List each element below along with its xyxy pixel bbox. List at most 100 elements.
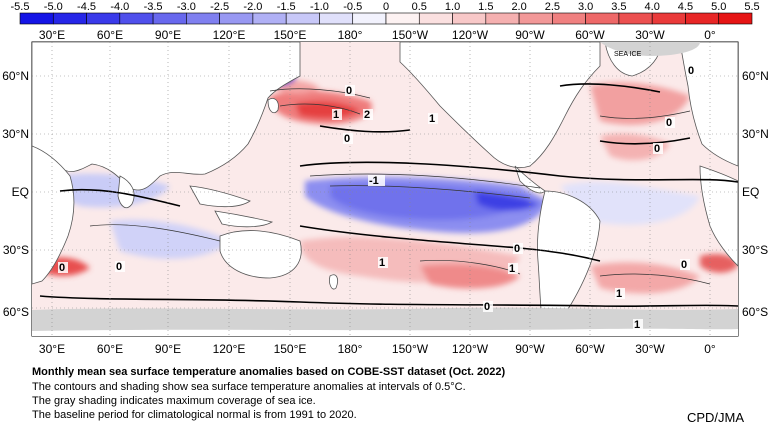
latitude-label-left: 30°N bbox=[2, 127, 29, 141]
contour-label: 1 bbox=[509, 263, 515, 275]
contour-label: 1 bbox=[333, 109, 339, 121]
colorbar-tick-label: -1.0 bbox=[310, 1, 329, 13]
credit-label: CPD/JMA bbox=[686, 410, 744, 425]
caption-title: Monthly mean sea surface temperature ano… bbox=[32, 366, 506, 378]
colorbar-tick-label: -2.0 bbox=[243, 1, 262, 13]
colorbar-tick-label: 4.0 bbox=[645, 1, 660, 13]
contour-label: 2 bbox=[364, 109, 370, 121]
latitude-label-right: 60°S bbox=[742, 305, 768, 319]
contour-label: 0 bbox=[654, 143, 660, 155]
longitude-label-bottom: 150°W bbox=[392, 342, 429, 356]
longitude-label-top: 120°W bbox=[452, 28, 489, 42]
longitude-label-bottom: 180° bbox=[338, 342, 363, 356]
colorbar-box bbox=[385, 12, 420, 25]
colorbar-tick-label: -1.5 bbox=[277, 1, 296, 13]
colorbar-tick-label: -3.5 bbox=[144, 1, 163, 13]
colorbar-box bbox=[651, 12, 686, 25]
colorbar-box bbox=[518, 12, 553, 25]
colorbar-tick-label: 0.5 bbox=[412, 1, 427, 13]
sea-ice-label: SEA ICE bbox=[614, 51, 642, 58]
colorbar-tick-label: -5.0 bbox=[44, 1, 63, 13]
color-scale-bar: -5.5 -5.0 -4.5 -4.0 -3.5 -3.0 -2.5 -2.0 -1.5 -1.0… bbox=[11, 1, 760, 25]
colorbar-box bbox=[19, 12, 54, 25]
colorbar-box bbox=[452, 12, 487, 25]
caption-line-2: The gray shading indicates maximum cover… bbox=[32, 395, 316, 407]
colorbar-box bbox=[585, 12, 620, 25]
sea-ice-shading bbox=[32, 307, 738, 336]
colorbar-tick-label: -4.5 bbox=[77, 1, 96, 13]
colorbar-tick-label: 1.0 bbox=[445, 1, 460, 13]
contour-label: 0 bbox=[681, 259, 687, 271]
colorbar-box bbox=[552, 12, 586, 25]
colorbar-box bbox=[418, 12, 453, 25]
contour-label: 0 bbox=[484, 301, 490, 313]
colorbar-box bbox=[52, 12, 87, 25]
contour-label: 0 bbox=[344, 133, 350, 145]
longitude-label-top: 30°E bbox=[39, 28, 65, 42]
colorbar-box bbox=[718, 12, 753, 25]
colorbar-box bbox=[219, 12, 254, 25]
colorbar-tick-label: 4.5 bbox=[678, 1, 693, 13]
latitude-label-right: 30°S bbox=[742, 243, 768, 257]
colorbar-box bbox=[252, 12, 287, 25]
longitude-label-top: 150°E bbox=[274, 28, 307, 42]
longitude-label-bottom: 60°W bbox=[575, 342, 605, 356]
contour-label: -1 bbox=[369, 175, 379, 187]
colorbar-box bbox=[485, 12, 520, 25]
colorbar-tick-label: 2.0 bbox=[511, 1, 526, 13]
colorbar-box bbox=[285, 12, 320, 25]
longitude-label-bottom: 90°W bbox=[515, 342, 545, 356]
contour-label: 1 bbox=[379, 257, 385, 269]
thin-contours bbox=[89, 88, 711, 285]
contour-label: 0 bbox=[116, 261, 122, 273]
caption-line-3: The baseline period for climatological n… bbox=[32, 409, 357, 421]
latitude-label-right: 30°N bbox=[742, 127, 769, 141]
colorbar-box bbox=[618, 12, 653, 25]
longitude-label-bottom: 30°E bbox=[39, 342, 65, 356]
latitude-label-left: EQ bbox=[12, 185, 29, 199]
longitude-label-top: 0° bbox=[704, 28, 716, 42]
longitude-label-top: 60°E bbox=[97, 28, 123, 42]
longitude-label-top: 180° bbox=[338, 28, 363, 42]
longitude-label-top: 60°W bbox=[575, 28, 605, 42]
longitude-label-top: 120°E bbox=[213, 28, 246, 42]
colorbar-tick-label: 3.5 bbox=[611, 1, 626, 13]
longitude-label-bottom: 120°E bbox=[213, 342, 246, 356]
contour-label: 1 bbox=[634, 319, 640, 331]
latitude-label-left: 60°N bbox=[2, 69, 29, 83]
colorbar-tick-label: 5.0 bbox=[711, 1, 726, 13]
latitude-label-left: 30°S bbox=[3, 243, 29, 257]
colorbar-tick-label: 0 bbox=[383, 1, 389, 13]
colorbar-tick-label: -0.5 bbox=[343, 1, 362, 13]
longitude-label-bottom: 150°E bbox=[274, 342, 307, 356]
colorbar-tick-label: -5.5 bbox=[11, 1, 30, 13]
longitude-label-bottom: 30°W bbox=[635, 342, 665, 356]
colorbar-tick-label: -4.0 bbox=[110, 1, 129, 13]
contour-label: 0 bbox=[688, 65, 694, 77]
longitude-label-bottom: 60°E bbox=[97, 342, 123, 356]
latitude-label-right: EQ bbox=[742, 185, 759, 199]
contour-label: 1 bbox=[616, 288, 622, 300]
longitude-label-top: 150°W bbox=[392, 28, 429, 42]
contour-label: 0 bbox=[346, 85, 352, 97]
colorbar-box bbox=[685, 12, 720, 25]
colorbar-box bbox=[119, 12, 154, 25]
longitude-label-top: 90°W bbox=[515, 28, 545, 42]
colorbar-box bbox=[152, 12, 187, 25]
longitude-label-bottom: 0° bbox=[704, 342, 716, 356]
caption-line-1: The contours and shading show sea surfac… bbox=[32, 381, 466, 393]
contour-label: 1 bbox=[429, 113, 435, 125]
latitude-label-right: 60°N bbox=[742, 69, 769, 83]
colorbar-tick-label: 5.5 bbox=[744, 1, 759, 13]
latitude-label-left: 60°S bbox=[3, 305, 29, 319]
colorbar-tick-label: -3.0 bbox=[177, 1, 196, 13]
longitude-label-bottom: 90°E bbox=[155, 342, 181, 356]
colorbar-tick-label: 2.5 bbox=[545, 1, 560, 13]
colorbar-box bbox=[186, 12, 220, 25]
contour-label: 0 bbox=[59, 262, 65, 274]
longitude-label-bottom: 120°W bbox=[452, 342, 489, 356]
colorbar-box bbox=[319, 12, 354, 25]
colorbar-tick-label: -2.5 bbox=[210, 1, 229, 13]
contour-label: 0 bbox=[666, 117, 672, 129]
